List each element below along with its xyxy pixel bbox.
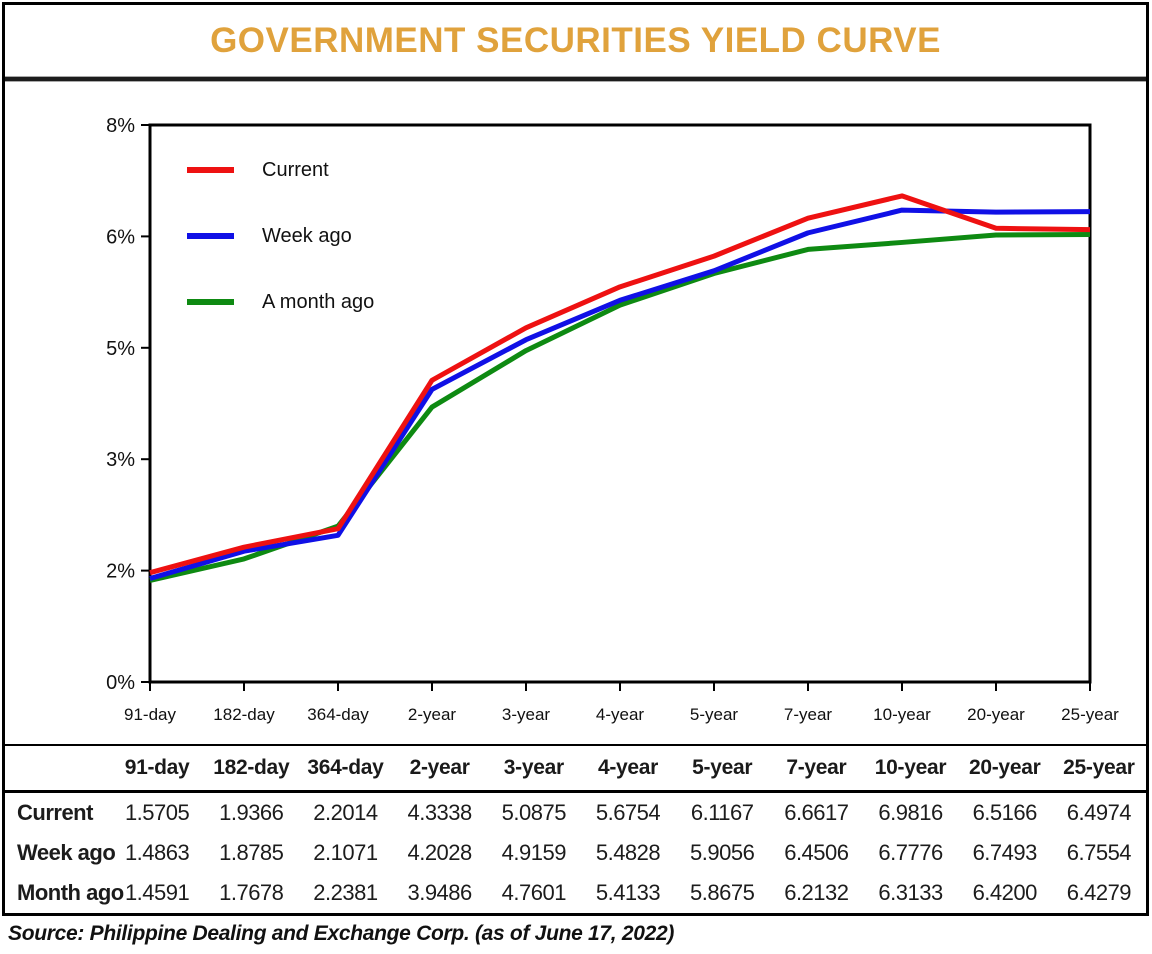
legend-item-current: Current [187, 156, 374, 184]
table-cell: 6.7776 [878, 840, 943, 865]
x-axis-tick-label: 2-year [408, 705, 457, 724]
series-line-week-ago [149, 207, 1091, 581]
table-cell: 6.7554 [1066, 840, 1132, 865]
chart-legend: Current Week ago A month ago [187, 156, 374, 354]
x-axis-tick-label: 10-year [873, 705, 931, 724]
table-header-cell: 182-day [213, 756, 290, 779]
table-cell: 1.7678 [219, 880, 284, 905]
table-header-cell: 2-year [409, 756, 470, 779]
y-axis-tick-label: 2% [106, 561, 135, 583]
table-cell: 5.0875 [501, 800, 567, 825]
legend-swatch-month-ago [187, 299, 234, 305]
table-cell: 3.9486 [407, 880, 472, 905]
legend-swatch-current [187, 167, 234, 173]
table-header-row: 91-day 182-day 364-day 2-year 3-year 4-year 5-… [5, 746, 1146, 793]
table-row-label: Week ago [17, 840, 116, 865]
table-cell: 4.2028 [407, 840, 472, 865]
source-note: Source: Philippine Dealing and Exchange … [8, 922, 675, 945]
yield-table: 91-day 182-day 364-day 2-year 3-year 4-year 5-… [5, 744, 1146, 913]
table-cell: 6.4506 [784, 840, 849, 865]
table-cell: 5.6754 [595, 800, 661, 825]
x-axis-tick-label: 3-year [502, 705, 551, 724]
table-body: Current 1.5705 1.9366 2.2014 4.3338 5.0875 5.6… [5, 793, 1146, 913]
table-cell: 1.4591 [124, 880, 190, 905]
table-cell: 5.4133 [595, 880, 661, 905]
table-cell: 1.5705 [124, 800, 190, 825]
legend-swatch-week-ago [187, 233, 234, 239]
x-axis-tick-label: 20-year [967, 705, 1025, 724]
table-cell: 6.2132 [784, 880, 849, 905]
table-cell: 1.4863 [124, 840, 190, 865]
yield-curve-plot: 0% 2% 3% 5% 6% 8% 91-day 182-day 364-day 2-year 3-… [106, 115, 1119, 724]
y-axis-tick-label: 0% [106, 672, 135, 694]
legend-label-week-ago: Week ago [262, 224, 352, 247]
x-axis-tick-label: 25-year [1061, 705, 1119, 724]
table-cell: 4.9159 [501, 840, 567, 865]
table-cell: 6.4200 [972, 880, 1038, 905]
y-axis-tick-label: 3% [106, 449, 135, 471]
table-cell: 2.2381 [313, 880, 378, 905]
table-cell: 6.5166 [972, 800, 1038, 825]
table-cell: 6.4974 [1066, 800, 1132, 825]
y-axis-tick-label: 8% [106, 115, 135, 137]
table-row: Week ago 1.4863 1.8785 2.1071 4.2028 4.9159 5.… [5, 833, 1146, 873]
table-header-cell: 5-year [692, 756, 753, 779]
table-header-cell: 4-year [597, 756, 659, 779]
title-bar: GOVERNMENT SECURITIES YIELD CURVE [5, 5, 1146, 76]
y-axis-tick-label: 5% [106, 338, 135, 360]
x-axis-tick-label: 5-year [690, 705, 739, 724]
table-header-cell: 10-year [874, 756, 947, 779]
table-cell: 6.7493 [972, 840, 1038, 865]
table-cell: 1.8785 [219, 840, 284, 865]
legend-item-week-ago: Week ago [187, 222, 374, 250]
x-axis-tick-label: 91-day [124, 705, 176, 724]
table-cell: 5.8675 [690, 880, 755, 905]
x-axis-tick-label: 182-day [213, 705, 275, 724]
series-line-current [149, 193, 1091, 576]
table-cell: 4.7601 [501, 880, 567, 905]
x-axis-tick-label: 364-day [307, 705, 369, 724]
table-cell: 4.3338 [407, 800, 472, 825]
table-cell: 1.9366 [219, 800, 284, 825]
yield-curve-chart: 0% 2% 3% 5% 6% 8% 91-day 182-day 364-day 2-year 3-… [5, 82, 1146, 744]
table-row: Month ago 1.4591 1.7678 2.2381 3.9486 4.7601 5… [5, 873, 1146, 913]
table-cell: 6.3133 [878, 880, 943, 905]
chart-card: GOVERNMENT SECURITIES YIELD CURVE 0% 2% 3%… [2, 2, 1149, 916]
table-cell: 5.4828 [595, 840, 661, 865]
table-cell: 6.4279 [1066, 880, 1132, 905]
table-header-cell: 20-year [968, 756, 1041, 779]
page-title: GOVERNMENT SECURITIES YIELD CURVE [210, 20, 941, 60]
table-cell: 6.9816 [878, 800, 943, 825]
title-divider [5, 76, 1146, 82]
table-header-cell: 3-year [503, 756, 564, 779]
table-row-label: Month ago [17, 880, 124, 905]
table-row-label: Current [17, 800, 93, 825]
x-axis-tick-label: 4-year [596, 705, 645, 724]
table-cell: 6.6617 [784, 800, 849, 825]
table-row: Current 1.5705 1.9366 2.2014 4.3338 5.0875 5.6… [5, 793, 1146, 833]
table-header-cell: 364-day [307, 756, 384, 779]
table-cell: 6.1167 [690, 800, 754, 825]
table-header-cell: 25-year [1063, 756, 1135, 779]
y-axis-tick-label: 6% [106, 226, 135, 248]
table-header-cell: 91-day [124, 756, 190, 779]
legend-label-month-ago: A month ago [262, 290, 375, 313]
table-header-cell: 7-year [786, 756, 847, 779]
x-axis-tick-label: 7-year [784, 705, 833, 724]
table-cell: 2.1071 [313, 840, 378, 865]
table-cell: 2.2014 [313, 800, 378, 825]
legend-item-month-ago: A month ago [187, 288, 374, 316]
table-cell: 5.9056 [690, 840, 755, 865]
legend-label-current: Current [262, 158, 329, 181]
